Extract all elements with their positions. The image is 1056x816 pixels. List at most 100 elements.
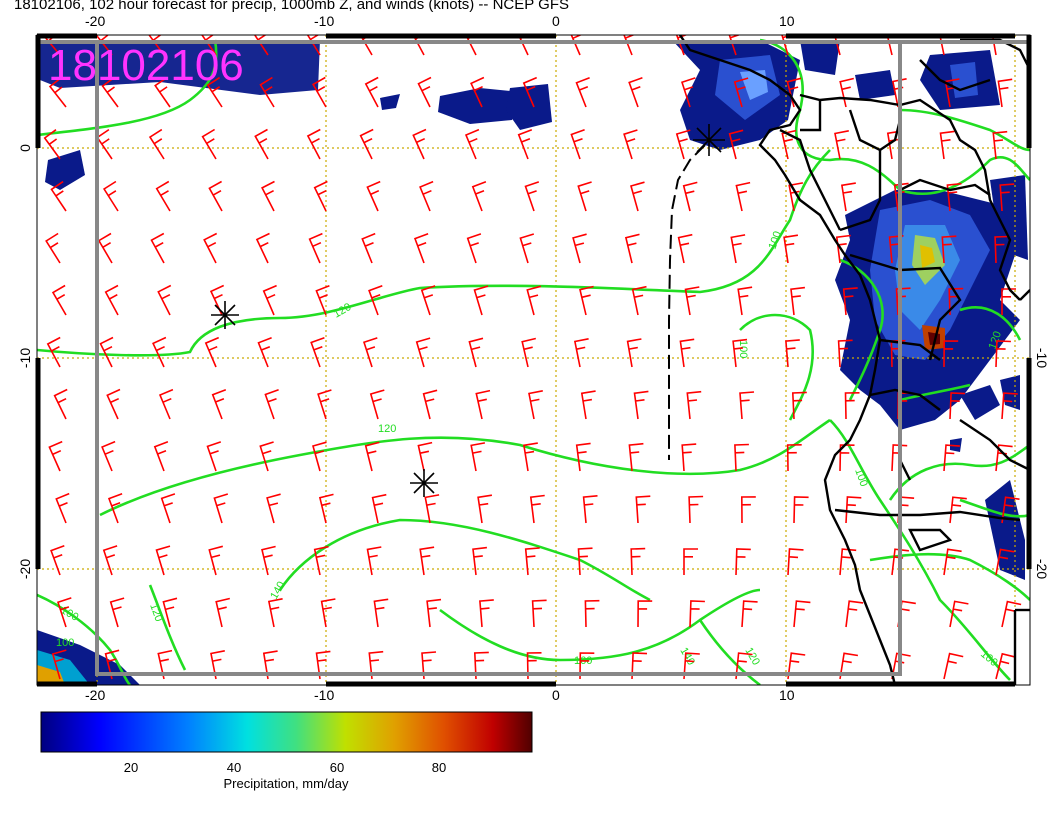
wind-barb [994,235,1010,264]
wind-barb [471,180,487,212]
wind-barb [521,337,536,368]
wind-barb [943,652,964,680]
wind-barb [107,493,123,524]
contour-label: 120 [987,330,1005,351]
wind-barb [104,284,119,316]
wind-barb [531,599,547,628]
wind-barb [735,548,751,576]
left-lat-label: 0 [17,144,33,152]
wind-barb [155,180,171,212]
wind-barb [941,235,957,264]
wind-barb [522,76,538,108]
wind-barb [51,284,67,316]
wind-barb [517,128,533,160]
wind-barb [524,181,540,212]
precip-colorbar [40,711,533,753]
wind-barb [734,443,749,472]
wind-barb [943,548,962,576]
wind-barb [201,128,217,160]
axis-labels: -20 -10 0 10 -20 -10 0 10 0 -10 -20 -10 … [17,13,1050,703]
wind-barb [787,548,804,576]
colorbar-tick: 40 [226,760,242,775]
wind-barb [680,77,696,108]
wind-barb [949,496,967,524]
wind-barb [570,129,585,160]
wind-barb [737,286,753,316]
wind-barb [949,392,966,420]
wind-barb [315,284,330,316]
wind-barb [579,285,594,316]
wind-barb [420,285,436,316]
wind-barb [628,77,643,108]
wind-barb [844,392,860,420]
wind-barb [683,548,698,575]
wind-barb [949,600,969,628]
wind-barb [417,441,433,472]
wind-barb [526,285,542,316]
wind-barb [366,180,381,212]
wind-barb [362,337,378,368]
wind-barb [312,441,327,472]
wind-barb [1001,392,1018,420]
wind-barb [781,129,797,160]
wind-barb [580,390,596,420]
wind-barb [55,492,70,524]
contour-label: 120 [332,301,354,321]
wind-barb [579,652,595,680]
colorbar-tick: 80 [431,760,447,775]
wind-barb [573,338,589,368]
top-lon-label: 10 [779,13,795,29]
bottom-lon-label: 10 [779,687,795,703]
wind-barb [575,76,590,108]
wind-barb [793,600,811,628]
wind-barb [845,496,862,524]
wind-barb [313,545,329,576]
wind-barb [732,338,748,368]
wind-barb [48,77,67,108]
colorbar-tick: 20 [123,760,139,775]
precipitation-field [37,40,1028,685]
wind-barb [677,233,693,264]
wind-barb [369,389,385,420]
wind-barb [160,493,176,524]
contour-label: 140 [677,646,697,668]
wind-barb [412,128,427,160]
wind-barb [97,232,113,264]
wind-barb [839,652,859,680]
contour-label: 120 [147,602,165,623]
wind-barb [153,440,169,472]
wind-barb [688,495,704,524]
wind-barb [943,340,959,368]
wind-barb [261,180,275,212]
wind-barb [255,232,270,264]
wind-barb [524,547,540,576]
wind-barb [995,548,1015,576]
wind-barb [419,180,434,212]
wind-barb [368,650,384,680]
wind-barb [528,390,543,420]
contour-label: 100 [737,340,749,358]
wind-barb [943,444,960,472]
wind-barb [211,388,227,420]
wind-barb [312,76,327,108]
wind-barb [359,128,374,160]
wind-barb [470,442,486,472]
wind-barb [254,128,269,160]
wind-barb [584,599,600,628]
wind-barb [675,129,691,160]
wind-barb [735,652,753,680]
wind-barb [689,600,705,628]
wind-barb [575,442,591,472]
right-lat-label: -10 [1034,348,1050,368]
wind-barb [839,444,855,472]
wind-barb [45,232,61,264]
wind-barb [635,495,651,524]
wind-barb [526,652,542,680]
wind-barb [361,232,376,264]
wind-barb [468,337,484,368]
wind-barb [628,442,644,472]
left-lat-label: -10 [17,348,33,368]
wind-barb [845,600,864,628]
wind-barb [259,441,274,472]
wind-barb [417,76,432,108]
